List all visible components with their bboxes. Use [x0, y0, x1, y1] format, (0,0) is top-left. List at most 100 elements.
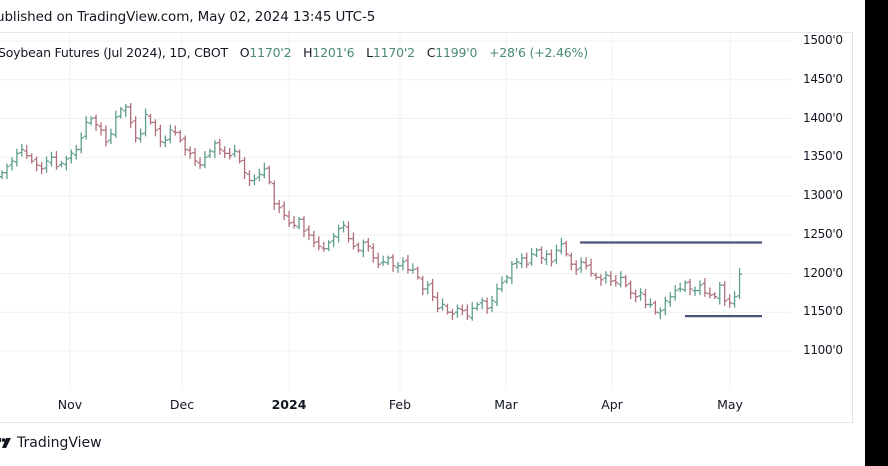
ohlc-bar — [281, 201, 287, 221]
ohlc-bar — [459, 304, 465, 316]
ohlc-bar — [509, 261, 515, 285]
ohlc-bar — [445, 303, 450, 315]
ohlc-bar — [410, 263, 416, 274]
ohlc-bar — [222, 146, 228, 159]
ohlc-bar — [370, 243, 376, 263]
ohlc-bar — [598, 274, 604, 286]
ohlc-bar — [301, 216, 307, 238]
ohlc-bar — [692, 286, 698, 296]
ohlc-bar — [232, 144, 238, 158]
ohlc-bar — [702, 278, 708, 297]
tradingview-logo-icon — [0, 438, 11, 448]
ohlc-bar — [138, 128, 144, 143]
open-label: O — [239, 45, 250, 60]
change-value: +28'6 (+2.46%) — [489, 45, 588, 60]
ohlc-bar — [544, 250, 549, 265]
ohlc-bar — [365, 237, 371, 252]
ohlc-bar — [88, 116, 94, 126]
ohlc-bar — [687, 278, 693, 296]
ohlc-bar — [722, 281, 728, 307]
ohlc-bar — [548, 249, 554, 267]
ohlc-bar — [296, 216, 302, 230]
ohlc-bar — [618, 271, 624, 288]
ohlc-bar — [157, 124, 163, 148]
open-value: 1170'2 — [249, 45, 292, 60]
ohlc-bar — [306, 225, 312, 241]
ohlc-bar — [311, 230, 317, 248]
ohlc-bar — [682, 280, 688, 293]
ohlc-bar — [405, 254, 411, 274]
price-tick-label: 1300'0 — [803, 188, 843, 202]
ohlc-bar — [360, 239, 366, 258]
price-tick-label: 1150'0 — [803, 304, 843, 319]
ohlc-bar — [415, 266, 421, 280]
ohlc-bar — [573, 260, 579, 276]
ohlc-bar — [0, 170, 5, 179]
ohlc-bar — [474, 302, 480, 311]
ohlc-bar — [346, 221, 351, 243]
ohlc-bar — [58, 161, 64, 168]
brand-name: TradingView — [17, 435, 102, 451]
ohlc-bar — [350, 232, 356, 250]
ohlc-bar — [172, 125, 178, 136]
ohlc-bar — [623, 275, 629, 288]
price-chart[interactable] — [0, 0, 852, 422]
ohlc-bar — [727, 294, 733, 308]
ohlc-bar — [514, 258, 520, 269]
price-tick-label: 1400'0 — [803, 110, 843, 125]
screen-edge — [865, 0, 888, 466]
ohlc-bar — [197, 157, 203, 169]
ohlc-bar — [237, 149, 243, 164]
time-tick-label: Mar — [494, 397, 518, 412]
ohlc-bar — [732, 291, 738, 308]
ohlc-bar — [519, 253, 525, 269]
ohlc-bar — [499, 276, 505, 293]
ohlc-bar — [256, 168, 262, 182]
footer-divider — [0, 422, 852, 423]
ohlc-bar — [286, 210, 292, 227]
ohlc-bar — [192, 147, 198, 166]
ohlc-bar — [39, 161, 45, 175]
ohlc-bar — [242, 157, 248, 179]
ohlc-bar — [4, 163, 10, 179]
ohlc-bar — [662, 296, 668, 316]
ohlc-bar — [34, 156, 40, 172]
ohlc-bar — [148, 113, 153, 125]
ohlc-bar — [712, 292, 718, 300]
low-value: 1170'2 — [372, 45, 415, 60]
tradingview-brand[interactable]: TradingView — [0, 435, 102, 451]
close-label: C — [426, 45, 436, 60]
symbol-legend: Soybean Futures (Jul 2024), 1D, CBOT O11… — [0, 45, 588, 60]
ohlc-bar — [628, 280, 634, 300]
ohlc-bar — [529, 247, 535, 266]
ohlc-bar — [657, 307, 663, 320]
ohlc-bar — [420, 275, 426, 296]
ohlc-bar — [266, 165, 272, 185]
ohlc-bar — [613, 275, 619, 287]
ohlc-bar — [68, 149, 74, 164]
ohlc-bar — [707, 287, 713, 299]
ohlc-bar — [78, 132, 84, 154]
ohlc-bar — [108, 128, 114, 145]
symbol-title: Soybean Futures (Jul 2024), 1D, CBOT — [0, 45, 228, 60]
ohlc-bar — [133, 116, 139, 143]
ohlc-bar — [425, 281, 431, 295]
ohlc-bar — [677, 282, 683, 293]
price-tick-label: 1350'0 — [803, 149, 843, 164]
low-label: L — [366, 45, 373, 60]
ohlc-bar — [212, 140, 218, 159]
ohlc-bar — [44, 156, 50, 173]
ohlc-bar — [479, 297, 485, 310]
price-tick-label: 1100'0 — [803, 343, 843, 357]
published-note: ublished on TradingView.com, May 02, 202… — [0, 9, 376, 25]
ohlc-bar — [251, 174, 257, 186]
ohlc-bar — [217, 138, 223, 155]
ohlc-bar — [336, 224, 342, 243]
ohlc-bar — [534, 247, 540, 258]
ohlc-bar — [608, 271, 614, 286]
price-tick-label: 1500'0 — [803, 33, 843, 47]
ohlc-bar — [93, 114, 99, 131]
ohlc-bar — [395, 261, 401, 273]
ohlc-bar — [49, 151, 54, 167]
price-tick-label: 1200'0 — [803, 265, 843, 280]
